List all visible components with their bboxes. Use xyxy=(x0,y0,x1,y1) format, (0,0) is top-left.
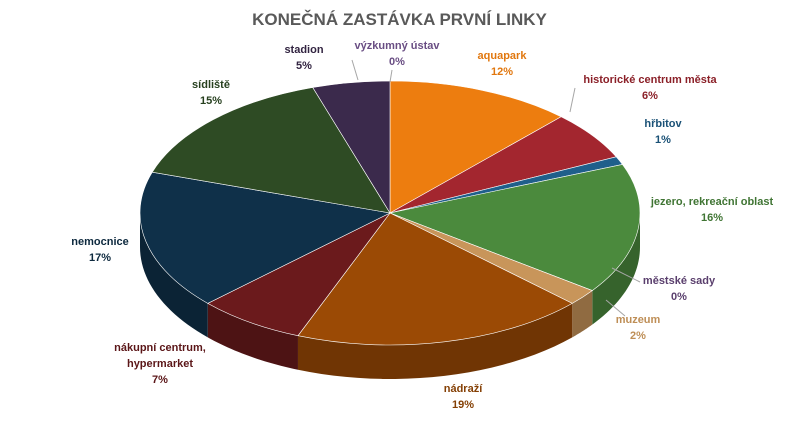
slice-side xyxy=(297,303,573,379)
category-label: aquapark xyxy=(477,50,527,62)
category-label: výzkumný ústav xyxy=(354,40,440,52)
value-label: 19% xyxy=(451,399,475,411)
value-label: 0% xyxy=(671,291,687,303)
data-label: výzkumný ústav 0% xyxy=(355,38,440,70)
data-label: sídliště 15% xyxy=(192,77,230,109)
value-label: 12% xyxy=(490,66,514,78)
category-label: jezero, rekreační oblast xyxy=(650,196,774,208)
slice-side xyxy=(572,290,593,338)
value-label: 0% xyxy=(389,56,405,68)
data-label: nákupní centrum, hypermarket 7% xyxy=(105,340,215,388)
value-label: 1% xyxy=(655,134,671,146)
value-label: 7% xyxy=(152,374,168,386)
category-label: hřbitov xyxy=(644,118,682,130)
category-label: městské sady xyxy=(642,275,716,287)
data-label: nemocnice 17% xyxy=(71,234,128,266)
slice xyxy=(388,164,641,291)
category-label: nádraží xyxy=(443,383,483,395)
slice xyxy=(151,87,391,214)
data-label: stadion 5% xyxy=(284,42,323,74)
data-label: nádraží 19% xyxy=(444,381,483,413)
value-label: 16% xyxy=(700,212,724,224)
chart-title: KONEČNÁ ZASTÁVKA PRVNÍ LINKY xyxy=(252,10,547,29)
value-label: 15% xyxy=(199,95,223,107)
slice-side xyxy=(592,213,640,325)
category-label: sídliště xyxy=(192,79,230,91)
data-label: historické centrum města 6% xyxy=(583,72,716,104)
value-label: 5% xyxy=(296,60,312,72)
value-label: 2% xyxy=(630,330,646,342)
data-label: hřbitov 1% xyxy=(644,116,681,148)
data-label: muzeum 2% xyxy=(616,312,661,344)
leader-line xyxy=(605,299,626,317)
leader-line xyxy=(351,59,359,81)
value-label: 17% xyxy=(88,252,112,264)
category-label: muzeum xyxy=(615,314,661,326)
value-label: 6% xyxy=(642,90,658,102)
slice xyxy=(297,212,573,346)
slice-side xyxy=(207,303,298,370)
category-label: historické centrum města xyxy=(583,74,717,86)
slice xyxy=(207,212,391,337)
data-label: aquapark 12% xyxy=(478,48,527,80)
data-label: městské sady 0% xyxy=(643,273,715,305)
category-label: stadion xyxy=(284,44,324,56)
leader-line xyxy=(611,267,641,283)
slice-side xyxy=(140,213,208,338)
slice xyxy=(389,80,562,214)
leader-line xyxy=(569,87,576,113)
leader-line xyxy=(389,69,393,83)
category-label: nemocnice xyxy=(71,236,129,248)
data-label: jezero, rekreační oblast 16% xyxy=(651,194,773,226)
slice xyxy=(139,171,391,304)
category-label: nákupní centrum, hypermarket xyxy=(114,342,206,370)
